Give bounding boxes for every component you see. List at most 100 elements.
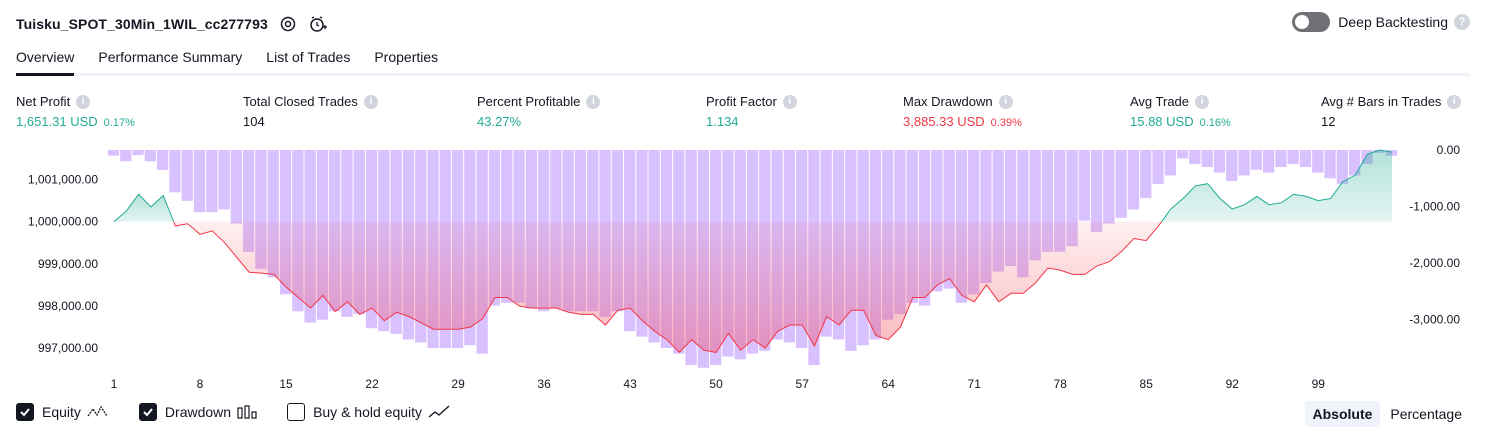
drawdown-bar — [980, 150, 992, 283]
x-axis-tick: 50 — [709, 377, 723, 391]
info-icon[interactable]: i — [363, 94, 378, 109]
drawdown-bar — [1226, 150, 1238, 182]
drawdown-bar — [992, 150, 1004, 272]
drawdown-bar — [943, 150, 955, 289]
absolute-button[interactable]: Absolute — [1304, 401, 1381, 427]
drawdown-bar — [1127, 150, 1140, 210]
strategy-title: Tuisku_SPOT_30Min_1WIL_cc277793 — [16, 16, 268, 32]
stat-avg-bars-in-trades: Avg # Bars in Trades i 12 — [1321, 94, 1462, 129]
drawdown-bar — [1201, 150, 1213, 167]
drawdown-bar — [1004, 150, 1017, 266]
stat-max-drawdown: Max Drawdown i 3,885.33 USD 0.39% — [903, 94, 1022, 129]
x-axis-tick: 36 — [537, 377, 551, 391]
tab-list-of-trades[interactable]: List of Trades — [266, 49, 351, 65]
drawdown-bar — [1066, 150, 1078, 247]
left-axis-tick: 998,000.00 — [38, 299, 98, 313]
stat-label: Max Drawdown — [903, 94, 993, 109]
drawdown-bar — [144, 150, 156, 162]
left-axis-tick: 1,000,000.00 — [28, 215, 98, 229]
x-axis-tick: 43 — [623, 377, 637, 391]
drawdown-bar — [193, 150, 206, 213]
chart-legend: Equity Drawdown Buy & hold equity — [16, 403, 480, 421]
info-icon[interactable]: i — [586, 94, 601, 109]
stat-avg-trade: Avg Trade i 15.88 USD 0.16% — [1130, 94, 1231, 129]
equity-area-profit — [1161, 150, 1392, 222]
drawdown-bar — [1140, 150, 1152, 199]
drawdown-bar — [169, 150, 181, 193]
percentage-button[interactable]: Percentage — [1390, 406, 1462, 422]
stat-percent: 0.39% — [990, 117, 1022, 129]
trend-line-icon — [428, 405, 450, 419]
deep-backtesting-label: Deep Backtesting — [1338, 14, 1448, 30]
info-icon[interactable]: i — [782, 94, 797, 109]
drawdown-bar — [1115, 150, 1127, 218]
x-axis-tick: 22 — [365, 377, 379, 391]
stat-value: 104 — [243, 114, 265, 129]
right-axis-tick: -1,000.00 — [1409, 200, 1460, 214]
stat-net-profit: Net Profit i 1,651.31 USD 0.17% — [16, 94, 135, 129]
drawdown-bar — [1152, 150, 1164, 184]
stat-label: Net Profit — [16, 94, 71, 109]
stat-total-closed-trades: Total Closed Trades i 104 — [243, 94, 378, 129]
deep-backtesting-toggle[interactable] — [1292, 12, 1331, 32]
stat-profit-factor: Profit Factor i 1.134 — [706, 94, 797, 129]
tab-performance-summary[interactable]: Performance Summary — [98, 49, 243, 65]
checkbox-equity[interactable] — [16, 403, 34, 421]
drawdown-bar — [120, 150, 132, 162]
tab-overview[interactable]: Overview — [16, 44, 75, 76]
drawdown-bar — [1041, 150, 1054, 252]
stat-value: 43.27% — [477, 114, 522, 129]
checkbox-drawdown[interactable] — [138, 403, 157, 421]
stat-label: Avg Trade — [1130, 94, 1190, 109]
stat-value: 1.134 — [706, 114, 739, 129]
info-icon[interactable]: i — [1447, 94, 1462, 109]
left-axis-tick: 1,001,000.00 — [28, 173, 98, 187]
x-axis-tick: 99 — [1312, 377, 1326, 391]
x-axis-tick: 1 — [111, 377, 118, 391]
stat-label: Total Closed Trades — [243, 94, 358, 109]
legend-label: Equity — [42, 404, 81, 420]
drawdown-bar — [1054, 150, 1066, 252]
drawdown-bar — [1287, 150, 1299, 165]
info-icon[interactable]: i — [76, 94, 91, 109]
x-axis-tick: 71 — [968, 377, 982, 391]
line-chart-icon — [87, 405, 109, 419]
drawdown-bar — [1029, 150, 1041, 261]
drawdown-bar — [1299, 150, 1312, 167]
drawdown-bar — [1177, 150, 1189, 159]
legend-drawdown[interactable]: Drawdown — [138, 403, 257, 421]
left-axis-tick: 997,000.00 — [38, 341, 98, 355]
drawdown-bar — [1213, 150, 1226, 173]
checkbox-buy-hold[interactable] — [287, 403, 306, 421]
equity-area-loss — [173, 221, 1162, 353]
tab-properties[interactable]: Properties — [374, 49, 439, 65]
drawdown-bar — [1324, 150, 1336, 179]
alarm-add-icon[interactable] — [308, 14, 328, 34]
drawdown-bar — [206, 150, 218, 213]
stat-label: Avg # Bars in Trades — [1321, 94, 1442, 109]
drawdown-bar — [230, 150, 242, 224]
drawdown-bar — [1250, 150, 1262, 170]
info-icon[interactable]: i — [998, 94, 1013, 109]
equity-line — [113, 193, 175, 223]
right-axis-tick: 0.00 — [1437, 143, 1461, 157]
stat-percent-profitable: Percent Profitable i 43.27% — [477, 94, 601, 129]
info-icon[interactable]: i — [1195, 94, 1210, 109]
bar-chart-icon — [237, 405, 257, 419]
stat-value: 12 — [1321, 114, 1336, 129]
legend-buy-hold[interactable]: Buy & hold equity — [287, 403, 450, 421]
drawdown-bar — [255, 150, 267, 269]
drawdown-bar — [1275, 150, 1287, 167]
drawdown-bar — [181, 150, 193, 201]
stat-label: Profit Factor — [706, 94, 777, 109]
equity-area-profit — [114, 194, 174, 222]
drawdown-bar — [267, 150, 279, 278]
help-icon[interactable]: ? — [1454, 14, 1470, 30]
stat-label: Percent Profitable — [477, 94, 581, 109]
legend-equity[interactable]: Equity — [16, 403, 109, 421]
gear-icon[interactable] — [278, 14, 298, 34]
drawdown-bar — [1090, 150, 1103, 232]
drawdown-bar — [243, 150, 255, 252]
drawdown-bar — [1078, 150, 1090, 221]
drawdown-bar — [1017, 150, 1029, 278]
